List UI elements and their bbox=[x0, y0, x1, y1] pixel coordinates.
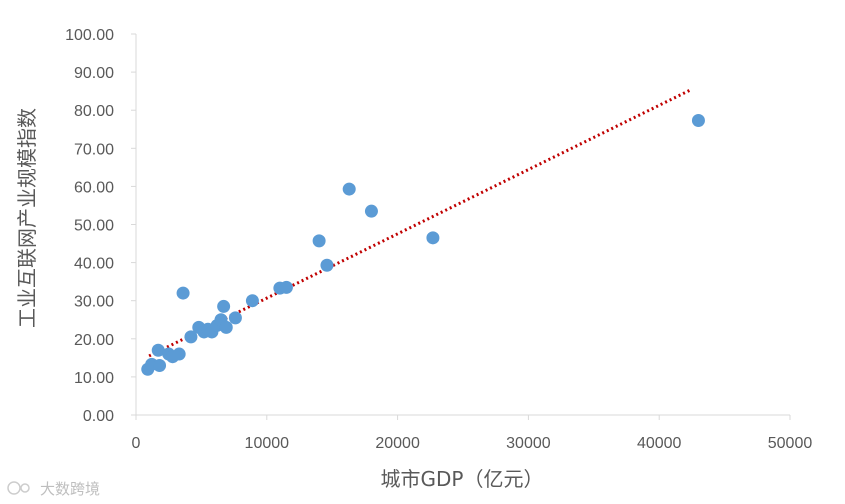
dashuju-logo-icon bbox=[7, 481, 30, 495]
data-point bbox=[153, 358, 167, 372]
y-tick-label: 100.00 bbox=[65, 27, 114, 44]
y-tick-label: 80.00 bbox=[74, 103, 114, 120]
y-tick-label: 40.00 bbox=[74, 256, 114, 273]
trendline bbox=[148, 87, 693, 358]
y-tick-label: 50.00 bbox=[74, 218, 114, 235]
watermark-text: 大数跨境 bbox=[40, 480, 100, 498]
data-points bbox=[141, 113, 705, 376]
x-tick-label: 20000 bbox=[375, 435, 420, 452]
data-point bbox=[320, 258, 334, 272]
data-point bbox=[219, 320, 233, 334]
x-tick-label: 40000 bbox=[637, 435, 682, 452]
y-tick-label: 20.00 bbox=[74, 332, 114, 349]
x-axis-title: 城市GDP（亿元） bbox=[381, 467, 544, 491]
data-point bbox=[176, 286, 190, 300]
x-tick-label: 10000 bbox=[245, 435, 290, 452]
x-tick-label: 0 bbox=[132, 435, 141, 452]
data-point bbox=[172, 347, 186, 361]
x-tick-label: 30000 bbox=[506, 435, 551, 452]
y-tick-label: 10.00 bbox=[74, 370, 114, 387]
y-tick-label: 90.00 bbox=[74, 65, 114, 82]
data-point bbox=[364, 204, 378, 218]
data-point bbox=[426, 231, 440, 245]
data-point bbox=[217, 299, 231, 313]
y-tick-label: 70.00 bbox=[74, 141, 114, 158]
data-point bbox=[691, 113, 705, 127]
y-tick-label: 0.00 bbox=[83, 408, 114, 425]
data-point bbox=[279, 280, 293, 294]
y-axis-ticks: 0.00 10.00 20.00 30.00 40.00 50.00 60.00 70.00 8… bbox=[65, 27, 136, 425]
y-axis-title: 工业互联网产业规模指数 bbox=[15, 108, 39, 328]
data-point bbox=[151, 343, 165, 357]
data-point bbox=[312, 234, 326, 248]
y-tick-label: 60.00 bbox=[74, 179, 114, 196]
watermark: 大数跨境 bbox=[7, 480, 100, 498]
data-point bbox=[245, 294, 259, 308]
data-point bbox=[228, 311, 242, 325]
x-tick-label: 50000 bbox=[768, 435, 813, 452]
data-point bbox=[342, 182, 356, 196]
x-axis-ticks: 0 10000 20000 30000 40000 50000 bbox=[132, 415, 813, 452]
data-point bbox=[184, 330, 198, 344]
y-tick-label: 30.00 bbox=[74, 294, 114, 311]
